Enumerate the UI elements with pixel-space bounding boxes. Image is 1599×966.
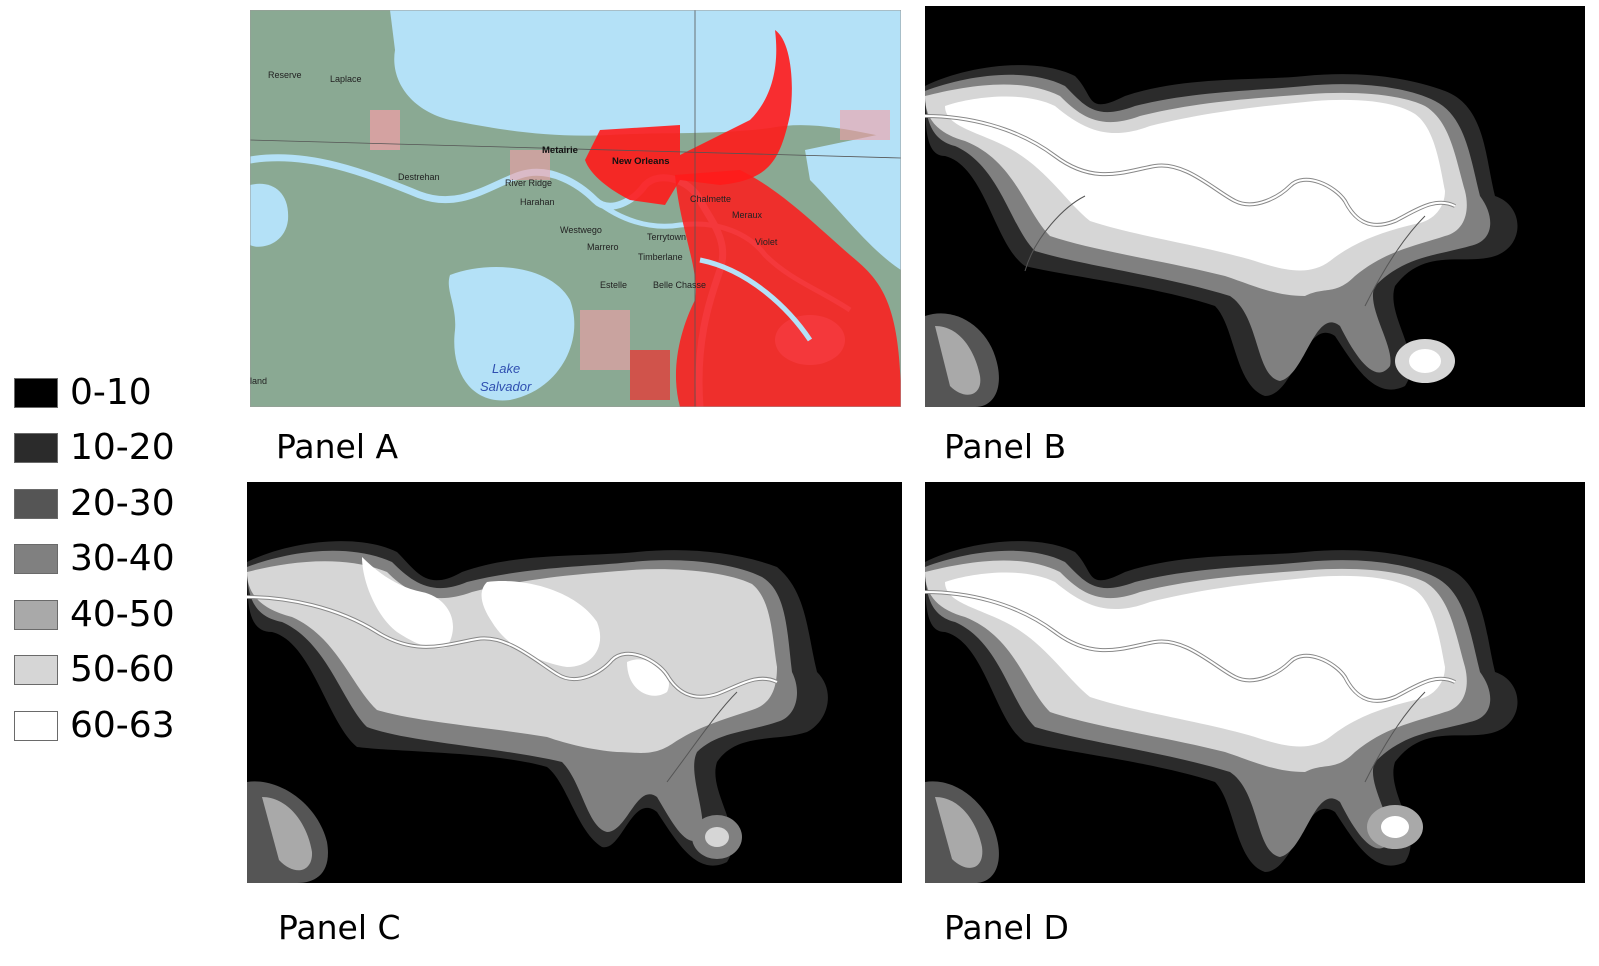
map-label-harahan: Harahan bbox=[520, 197, 555, 207]
panel-b-label: Panel B bbox=[944, 427, 1067, 466]
map-label-timberlane: Timberlane bbox=[638, 252, 683, 262]
map-label-new-orleans: New Orleans bbox=[612, 156, 670, 167]
map-label-violet: Violet bbox=[755, 237, 778, 247]
legend-label: 20-30 bbox=[70, 482, 175, 524]
legend-swatch bbox=[14, 655, 58, 686]
map-label-land: land bbox=[250, 376, 267, 386]
legend-swatch bbox=[14, 488, 58, 519]
map-label-terrytown: Terrytown bbox=[647, 232, 686, 242]
legend-item: 0-10 bbox=[14, 365, 175, 421]
panel-d-heatmap bbox=[925, 482, 1585, 883]
panel-c-heatmap bbox=[247, 482, 902, 883]
legend-item: 60-63 bbox=[14, 698, 175, 754]
panel-a-map: Reserve Laplace Metairie New Orleans Des… bbox=[250, 10, 901, 407]
panel-a-label: Panel A bbox=[276, 427, 399, 466]
legend-swatch bbox=[14, 377, 58, 408]
legend-label: 0-10 bbox=[70, 371, 152, 413]
map-label-river-ridge: River Ridge bbox=[505, 178, 552, 188]
map-label-destrehan: Destrehan bbox=[398, 172, 440, 182]
panel-b-heatmap bbox=[925, 6, 1585, 407]
legend-swatch bbox=[14, 433, 58, 464]
legend-swatch bbox=[14, 599, 58, 630]
legend-label: 60-63 bbox=[70, 704, 175, 746]
legend-label: 40-50 bbox=[70, 593, 175, 635]
map-label-chalmette: Chalmette bbox=[690, 194, 731, 204]
map-label-reserve: Reserve bbox=[268, 70, 302, 80]
legend-item: 10-20 bbox=[14, 421, 175, 477]
panel-d-label: Panel D bbox=[944, 908, 1069, 947]
legend-swatch bbox=[14, 544, 58, 575]
legend-swatch bbox=[14, 710, 58, 741]
legend-item: 30-40 bbox=[14, 532, 175, 588]
map-label-salvador: Salvador bbox=[480, 379, 532, 394]
map-label-westwego: Westwego bbox=[560, 225, 602, 235]
map-label-lake: Lake bbox=[492, 361, 520, 376]
legend-item: 40-50 bbox=[14, 587, 175, 643]
panel-c-label: Panel C bbox=[278, 908, 401, 947]
legend-item: 50-60 bbox=[14, 643, 175, 699]
map-label-belle-chasse: Belle Chasse bbox=[653, 280, 706, 290]
map-label-metairie: Metairie bbox=[542, 145, 578, 156]
map-label-laplace: Laplace bbox=[330, 74, 362, 84]
legend-label: 50-60 bbox=[70, 649, 175, 691]
legend: 0-10 10-20 20-30 30-40 40-50 50-60 60-63 bbox=[14, 365, 175, 754]
legend-label: 30-40 bbox=[70, 538, 175, 580]
map-label-estelle: Estelle bbox=[600, 280, 627, 290]
map-label-marrero: Marrero bbox=[587, 242, 619, 252]
legend-item: 20-30 bbox=[14, 476, 175, 532]
legend-label: 10-20 bbox=[70, 427, 175, 469]
map-label-meraux: Meraux bbox=[732, 210, 763, 220]
